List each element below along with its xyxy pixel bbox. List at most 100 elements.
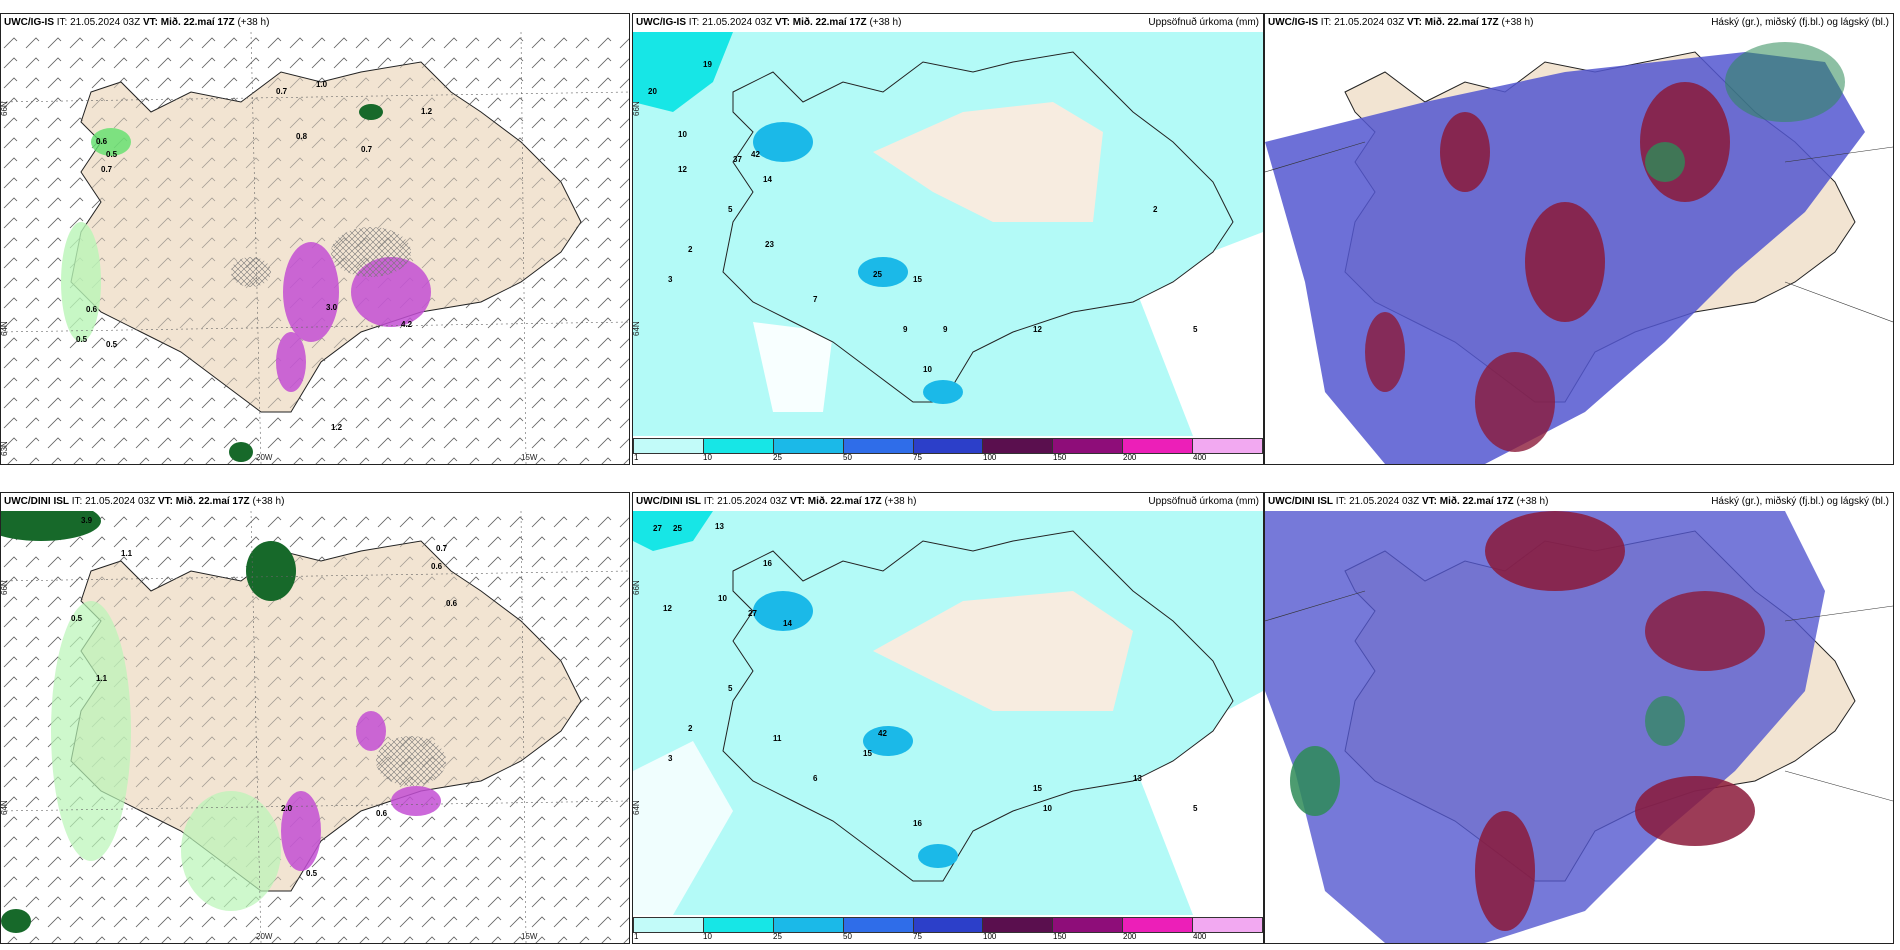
valid-time: VT: Mið. 22.maí 17Z — [142, 17, 235, 28]
panel-header: UWC/IG-IS IT: 21.05.2024 03Z VT: Mið. 22… — [633, 14, 1263, 32]
lead-time: (+38 h) — [884, 496, 917, 507]
lon-label: 20W — [256, 932, 273, 941]
value-label: 12 — [663, 604, 672, 613]
value-label: 37 — [733, 155, 742, 164]
lat-label: 63N — [1, 441, 9, 456]
value-label: 23 — [765, 240, 774, 249]
legend-tick: 200 — [1123, 932, 1137, 941]
valid-time: VT: Mið. 22.maí 17Z — [1421, 496, 1514, 507]
legend-tick: 1 — [634, 932, 639, 941]
value-label: 5 — [1193, 325, 1198, 334]
value-label: 7 — [813, 295, 818, 304]
value-label: 4.2 — [401, 320, 413, 329]
valid-time: VT: Mið. 22.maí 17Z — [1406, 17, 1499, 28]
value-label: 27 — [748, 609, 757, 618]
value-label: 42 — [751, 150, 760, 159]
value-label: 25 — [873, 270, 882, 279]
valid-time: VT: Mið. 22.maí 17Z — [157, 496, 250, 507]
map-panel-wind-top: UWC/IG-IS IT: 21.05.2024 03Z VT: Mið. 22… — [0, 13, 630, 465]
legend-tick: 75 — [913, 453, 922, 462]
value-label: 1.0 — [316, 80, 328, 89]
value-label: 13 — [715, 522, 724, 531]
map-panel-wind-bottom: UWC/DINI ISL IT: 21.05.2024 03Z VT: Mið.… — [0, 492, 630, 944]
legend-swatch — [843, 918, 914, 932]
panel-header: UWC/IG-IS IT: 21.05.2024 03Z VT: Mið. 22… — [1, 14, 629, 32]
lead-time: (+38 h) — [1516, 496, 1549, 507]
value-label: 9 — [903, 325, 908, 334]
value-label: 0.6 — [431, 562, 443, 571]
value-label: 3.9 — [81, 516, 93, 525]
value-label: 0.5 — [76, 335, 88, 344]
cloud-map — [1265, 511, 1893, 943]
legend-tick: 50 — [843, 453, 852, 462]
legend-swatch — [1053, 918, 1124, 932]
value-label: 16 — [763, 559, 772, 568]
iceland-land — [722, 51, 1234, 403]
legend-swatch — [1123, 918, 1194, 932]
value-label: 0.5 — [106, 340, 118, 349]
panel-header: UWC/IG-IS IT: 21.05.2024 03Z VT: Mið. 22… — [1265, 14, 1893, 32]
value-label: 15 — [913, 275, 922, 284]
model-name: UWC/IG-IS — [4, 17, 54, 28]
value-label: 11 — [773, 734, 782, 743]
map-panel-clouds-bottom: UWC/DINI ISL IT: 21.05.2024 03Z VT: Mið.… — [1264, 492, 1894, 944]
legend-tick: 10 — [703, 453, 712, 462]
cloud-map — [1265, 32, 1893, 464]
model-name: UWC/IG-IS — [1268, 17, 1318, 28]
value-label: 1.2 — [331, 423, 343, 432]
value-label: 13 — [1133, 774, 1142, 783]
value-label: 0.6 — [86, 305, 98, 314]
legend-tick: 50 — [843, 932, 852, 941]
legend-tick: 75 — [913, 932, 922, 941]
legend-swatch — [773, 439, 844, 453]
lat-label: 64N — [1, 321, 9, 336]
model-name: UWC/DINI ISL — [1268, 496, 1333, 507]
value-label: 15 — [1033, 784, 1042, 793]
init-time: IT: 21.05.2024 03Z — [1320, 17, 1405, 28]
value-label: 19 — [703, 60, 712, 69]
value-label: 5 — [728, 205, 733, 214]
value-label: 0.5 — [106, 150, 118, 159]
valid-time: VT: Mið. 22.maí 17Z — [789, 496, 882, 507]
value-label: 12 — [1033, 325, 1042, 334]
lat-label: 64N — [633, 321, 641, 336]
init-time: IT: 21.05.2024 03Z — [688, 17, 773, 28]
valid-time: VT: Mið. 22.maí 17Z — [774, 17, 867, 28]
legend-swatch — [1053, 439, 1124, 453]
field-title: Uppsöfnuð úrkoma (mm) — [1148, 17, 1259, 28]
legend-swatch — [913, 918, 984, 932]
value-label: 0.8 — [296, 132, 308, 141]
value-label: 0.5 — [71, 614, 83, 623]
lat-label: 66N — [1, 101, 9, 116]
value-label: 6 — [813, 774, 818, 783]
legend-tick: 150 — [1053, 932, 1067, 941]
wind-map: 66N 64N 63N 20W 15W 0.7 1.0 1.2 0.8 0.7 … — [1, 32, 629, 464]
value-label: 0.7 — [361, 145, 373, 154]
value-label: 14 — [783, 619, 792, 628]
init-time: IT: 21.05.2024 03Z — [703, 496, 788, 507]
legend-swatch — [1193, 439, 1263, 453]
legend-tick: 150 — [1053, 453, 1067, 462]
lat-label: 64N — [1, 800, 9, 815]
legend-swatch — [634, 439, 704, 453]
value-label: 0.6 — [96, 137, 108, 146]
legend-tick: 1 — [634, 453, 639, 462]
legend-swatch — [983, 439, 1054, 453]
value-label: 2 — [688, 724, 693, 733]
value-label: 9 — [943, 325, 948, 334]
precip-map: 27 25 13 16 10 27 14 12 2 3 5 6 42 15 16… — [633, 511, 1263, 915]
lead-time: (+38 h) — [869, 17, 902, 28]
value-label: 27 — [653, 524, 662, 533]
value-label: 42 — [878, 729, 887, 738]
model-name: UWC/IG-IS — [636, 17, 686, 28]
value-label: 16 — [913, 819, 922, 828]
value-label: 14 — [763, 175, 772, 184]
model-name: UWC/DINI ISL — [4, 496, 69, 507]
legend-tick: 25 — [773, 932, 782, 941]
legend-swatch — [1123, 439, 1194, 453]
precip-map: 19 20 10 12 42 37 14 23 2 3 5 7 25 15 10… — [633, 32, 1263, 436]
legend-tick: 100 — [983, 453, 997, 462]
panel-header: UWC/DINI ISL IT: 21.05.2024 03Z VT: Mið.… — [1265, 493, 1893, 511]
map-panel-precip-bottom: UWC/DINI ISL IT: 21.05.2024 03Z VT: Mið.… — [632, 492, 1264, 944]
legend-tick: 400 — [1193, 932, 1207, 941]
